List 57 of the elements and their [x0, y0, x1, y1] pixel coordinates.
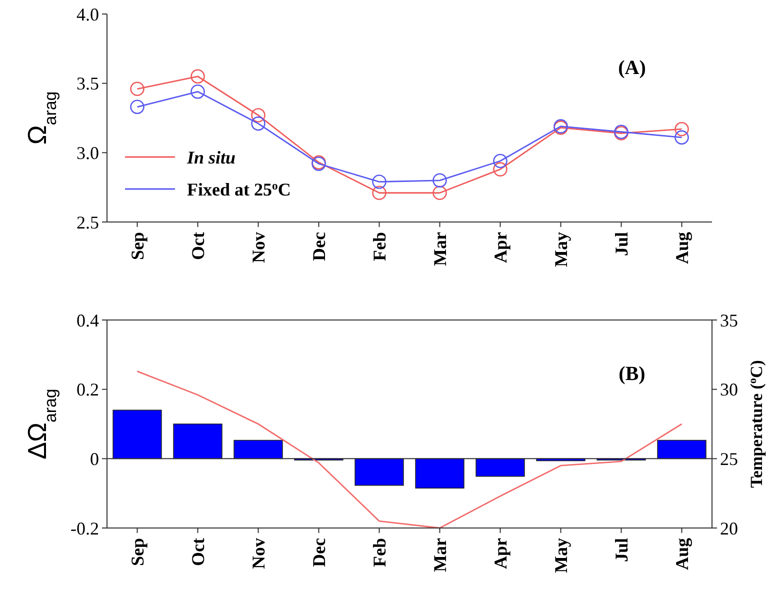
bar	[476, 458, 525, 477]
x-tick-label: Sep	[128, 538, 148, 566]
x-tick-label: Mar	[430, 538, 450, 572]
y-tick-label: 2.5	[76, 212, 99, 232]
bar	[234, 440, 283, 460]
bar	[173, 424, 222, 460]
y2-tick-label: 20	[720, 518, 738, 538]
y-tick-label: 4.0	[76, 4, 99, 24]
x-tick-label: Aug	[672, 538, 692, 570]
x-tick-label: Jul	[612, 538, 632, 562]
y-tick-label: 3.5	[76, 74, 99, 94]
bar	[415, 458, 464, 489]
y2-tick-label: 25	[720, 448, 738, 469]
x-tick-label: Aug	[672, 232, 692, 264]
x-tick-label: May	[551, 538, 572, 573]
x-tick-label: Oct	[188, 232, 208, 260]
x-tick-label: Apr	[490, 232, 511, 263]
point	[493, 154, 508, 168]
y-tick-label: 0	[90, 448, 99, 469]
point	[130, 100, 144, 114]
y-tick-label: 0.4	[76, 310, 99, 330]
annotation: (A)	[618, 57, 646, 79]
point	[190, 69, 205, 84]
x-tick-label: Dec	[309, 538, 330, 567]
annotation: (B)	[618, 363, 646, 385]
bar	[657, 440, 706, 460]
y2-tick-label: 30	[720, 380, 738, 400]
x-tick-label: Sep	[128, 232, 148, 260]
point	[251, 108, 266, 122]
x-tick-label: Dec	[309, 232, 330, 261]
point	[190, 84, 205, 99]
legend-label: Fixed at 25$^{o}$C	[187, 178, 291, 200]
x-tick-label: Apr	[490, 538, 511, 569]
legend-label: In situ	[186, 147, 236, 168]
y-tick-label: -0.2	[70, 518, 99, 538]
bar	[354, 458, 404, 486]
point	[251, 116, 266, 131]
y2-tick-label: 35	[720, 310, 738, 330]
point	[493, 162, 508, 176]
point	[432, 186, 447, 200]
point	[372, 186, 386, 200]
x-tick-label: Feb	[370, 232, 390, 261]
x-tick-label: May	[551, 232, 572, 267]
x-tick-label: Jul	[612, 232, 632, 256]
x-tick-label: Feb	[370, 538, 390, 567]
x-tick-label: Nov	[248, 232, 269, 263]
point	[432, 173, 447, 188]
point	[130, 82, 144, 96]
x-tick-label: Nov	[248, 538, 269, 569]
x-tick-label: Mar	[430, 232, 450, 266]
bar	[112, 410, 162, 460]
point	[674, 122, 689, 136]
y-tick-label: 0.2	[76, 380, 99, 400]
y-tick-label: 3.0	[76, 142, 99, 163]
point	[674, 130, 689, 145]
point	[372, 174, 386, 189]
x-tick-label: Oct	[188, 538, 208, 566]
